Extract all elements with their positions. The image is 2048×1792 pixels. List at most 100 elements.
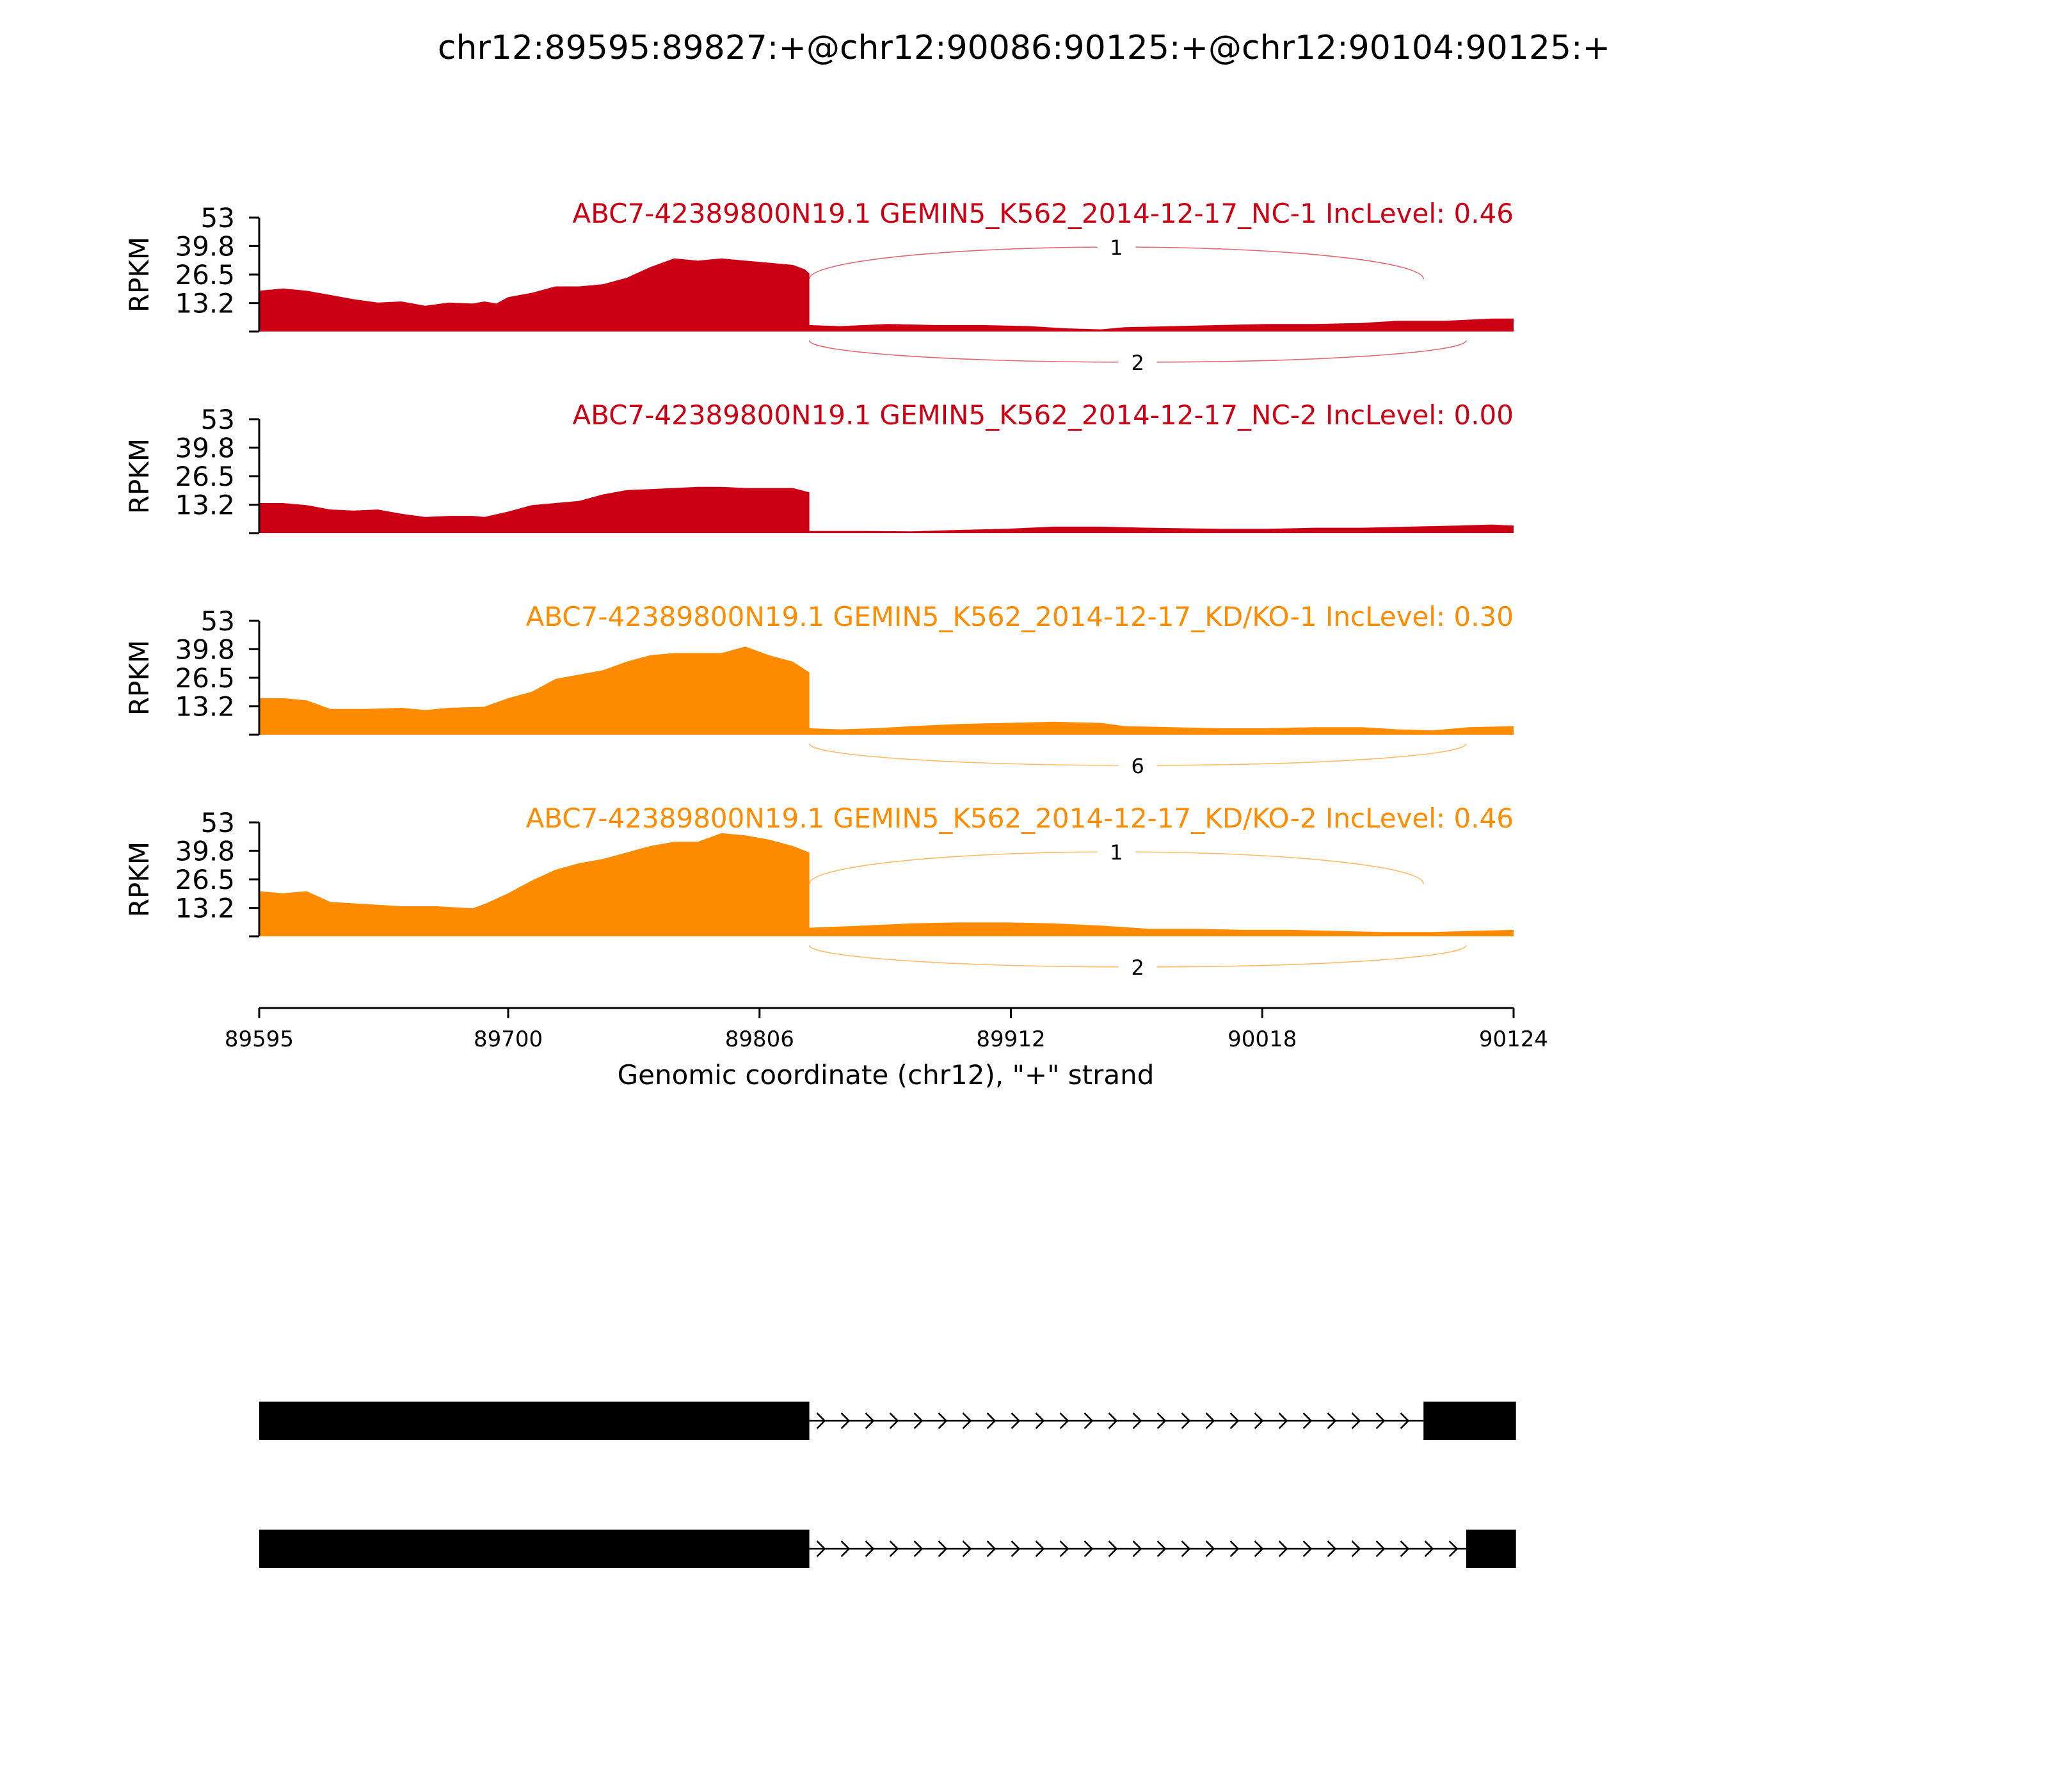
strand-arrow <box>1278 1412 1288 1429</box>
strand-arrow <box>913 1540 924 1557</box>
x-axis-label: Genomic coordinate (chr12), "+" strand <box>618 1059 1155 1091</box>
strand-arrow <box>1375 1540 1386 1557</box>
strand-arrow <box>1351 1412 1361 1429</box>
x-axis: 89595 89700 89806 89912 90018 90124 <box>225 1007 1548 1052</box>
y-tick-label: 26.5 <box>175 461 235 492</box>
strand-arrow <box>1400 1412 1410 1429</box>
strand-arrow <box>1327 1412 1337 1429</box>
junction-count-label: 1 <box>1110 840 1123 865</box>
strand-arrow <box>1132 1540 1142 1557</box>
y-tick-label: 39.8 <box>175 835 235 867</box>
strand-arrow <box>1327 1540 1337 1557</box>
strand-arrow <box>865 1540 875 1557</box>
exon-block <box>1466 1530 1516 1568</box>
exon-block <box>1423 1402 1516 1440</box>
strand-arrow <box>1302 1412 1313 1429</box>
y-axis-label: RPKM <box>124 842 155 917</box>
y-tick-label: 13.2 <box>175 893 235 924</box>
y-axis-label: RPKM <box>124 438 155 514</box>
x-tick-label: 90018 <box>1228 1027 1297 1052</box>
strand-arrow <box>840 1540 851 1557</box>
exon-block <box>259 1530 810 1568</box>
strand-arrow <box>1156 1540 1167 1557</box>
strand-arrow <box>1205 1540 1215 1557</box>
strand-arrow <box>865 1412 875 1429</box>
y-axis-label: RPKM <box>124 640 155 716</box>
strand-arrow <box>986 1412 996 1429</box>
strand-arrow <box>889 1412 899 1429</box>
strand-arrow <box>1351 1540 1361 1557</box>
coverage-track: 13.226.539.853 RPKM ABC7-42389800N19.1 GEM… <box>124 803 1514 980</box>
strand-arrow <box>1375 1412 1386 1429</box>
strand-arrow <box>913 1412 924 1429</box>
coverage-area <box>259 833 1514 936</box>
x-tick-label: 89700 <box>474 1027 543 1052</box>
strand-arrow <box>938 1540 948 1557</box>
strand-arrow <box>889 1540 899 1557</box>
strand-arrow <box>962 1412 972 1429</box>
isoform-track <box>259 1530 1516 1568</box>
y-tick-label: 26.5 <box>175 662 235 694</box>
strand-arrow <box>962 1540 972 1557</box>
y-tick-label: 53 <box>201 404 235 435</box>
gene-models <box>259 1402 1516 1568</box>
junction-label-bg <box>1118 954 1157 980</box>
junction-count-label: 1 <box>1110 236 1123 260</box>
x-tick-label: 89595 <box>225 1027 294 1052</box>
strand-arrow <box>1035 1412 1045 1429</box>
track-title: ABC7-42389800N19.1 GEMIN5_K562_2014-12-1… <box>572 198 1514 229</box>
y-tick-label: 53 <box>201 807 235 838</box>
strand-arrow <box>1302 1540 1313 1557</box>
coverage-area <box>259 646 1514 735</box>
strand-arrow <box>1424 1540 1434 1557</box>
strand-arrow <box>840 1412 851 1429</box>
y-tick-label: 39.8 <box>175 230 235 262</box>
strand-arrow <box>1278 1540 1288 1557</box>
junction-count-label: 2 <box>1132 351 1144 375</box>
track-title: ABC7-42389800N19.1 GEMIN5_K562_2014-12-1… <box>526 803 1514 834</box>
exon-block <box>259 1402 810 1440</box>
strand-arrow <box>1181 1540 1191 1557</box>
strand-arrow <box>816 1540 826 1557</box>
coverage-track: 13.226.539.853 RPKM ABC7-42389800N19.1 GEM… <box>124 601 1514 778</box>
strand-arrow <box>1059 1412 1069 1429</box>
strand-arrow <box>986 1540 996 1557</box>
y-tick-label: 13.2 <box>175 490 235 521</box>
strand-arrow <box>1181 1412 1191 1429</box>
junction-label-bg <box>1118 349 1157 375</box>
y-tick-label: 53 <box>201 202 235 234</box>
y-tick-label: 39.8 <box>175 432 235 463</box>
strand-arrow <box>1011 1412 1021 1429</box>
strand-arrow <box>1400 1540 1410 1557</box>
strand-arrow <box>1229 1540 1240 1557</box>
y-tick-label: 26.5 <box>175 864 235 895</box>
strand-arrow <box>1229 1412 1240 1429</box>
junction-label-bg <box>1097 839 1136 865</box>
strand-arrow <box>1035 1540 1045 1557</box>
strand-arrow <box>1254 1412 1264 1429</box>
coverage-area <box>259 258 1514 332</box>
strand-arrow <box>1108 1540 1118 1557</box>
coverage-area <box>259 486 1514 533</box>
strand-arrow <box>1448 1540 1459 1557</box>
track-title: ABC7-42389800N19.1 GEMIN5_K562_2014-12-1… <box>572 399 1514 431</box>
strand-arrow <box>1059 1540 1069 1557</box>
track-title: ABC7-42389800N19.1 GEMIN5_K562_2014-12-1… <box>526 601 1514 632</box>
y-axis-label: RPKM <box>124 237 155 312</box>
strand-arrow <box>816 1412 826 1429</box>
junction-count-label: 2 <box>1132 956 1144 980</box>
junction-label-bg <box>1118 753 1157 778</box>
coverage-track: 13.226.539.853 RPKM ABC7-42389800N19.1 GEM… <box>124 198 1514 375</box>
x-tick-label: 90124 <box>1479 1027 1548 1052</box>
strand-arrow <box>1205 1412 1215 1429</box>
junction-count-label: 6 <box>1132 754 1144 778</box>
y-tick-label: 13.2 <box>175 691 235 723</box>
y-tick-label: 26.5 <box>175 259 235 291</box>
y-tick-label: 53 <box>201 605 235 637</box>
strand-arrow <box>1084 1412 1094 1429</box>
plot-title: chr12:89595:89827:+@chr12:90086:90125:+@… <box>438 29 1610 67</box>
strand-arrow <box>1132 1412 1142 1429</box>
strand-arrow <box>1011 1540 1021 1557</box>
